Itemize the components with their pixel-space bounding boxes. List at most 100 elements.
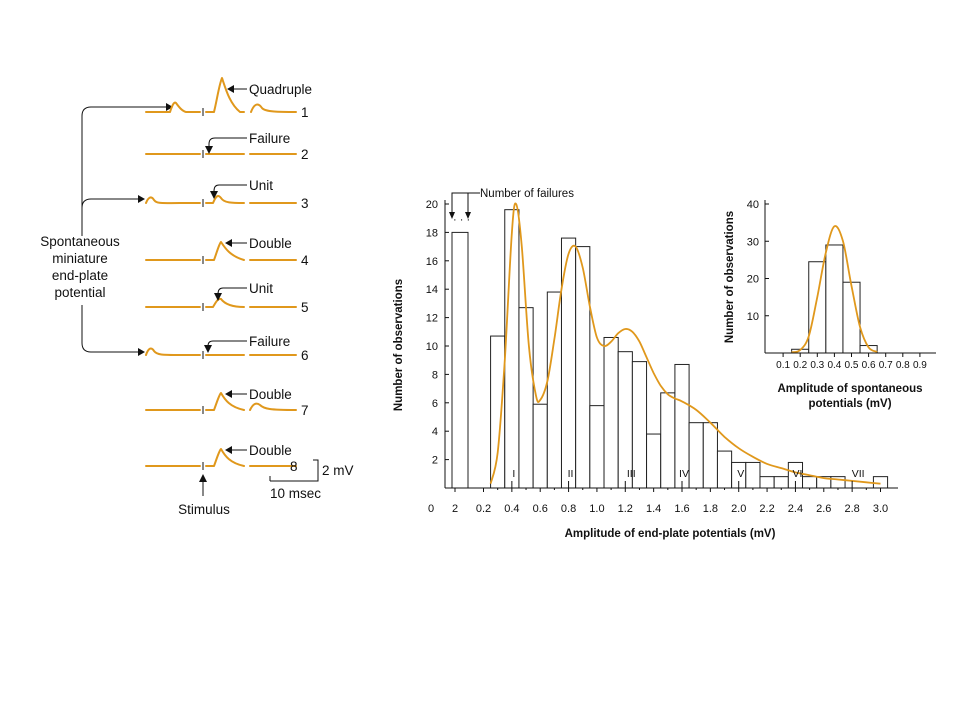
y-tick-label: 20 — [426, 199, 438, 211]
trace-row: Failure 2 — [145, 131, 309, 162]
peak-label: I — [512, 468, 515, 480]
arrowhead-icon — [225, 446, 232, 454]
trace-row: Double 8 — [145, 443, 298, 474]
inset-x-tick-label: 0.4 — [827, 360, 841, 371]
inset-y-tick-label: 20 — [747, 274, 759, 286]
y-tick-label: 10 — [426, 341, 438, 353]
trace-row: Quadruple 1 — [145, 77, 312, 120]
trace-row: Double 4 — [145, 236, 309, 268]
arrowhead-icon — [210, 191, 218, 199]
inset-x-axis-label: Amplitude of spontaneous — [777, 383, 922, 395]
histogram-bar — [702, 422, 718, 489]
x-tick-label: 2.4 — [788, 503, 803, 515]
event-label: Quadruple — [249, 82, 312, 97]
row-number: 5 — [301, 300, 309, 315]
arrowhead-icon — [166, 103, 173, 111]
inset-histogram: 10 20 30 40 0.1 0.2 0.3 0.4 0.5 0.6 0.7 0.8 0.9 Numb… — [724, 199, 936, 410]
histogram-bar — [589, 405, 605, 489]
histogram-bar — [802, 476, 818, 489]
arrowhead-icon — [227, 85, 234, 93]
inset-x-tick-label: 0.6 — [862, 360, 876, 371]
x-tick-label: 3.0 — [873, 503, 888, 515]
bracket-label-line: miniature — [52, 251, 108, 266]
inset-x-tick-label: 0.8 — [896, 360, 910, 371]
main-y-axis-label: Number of observations — [393, 279, 405, 411]
inset-x-tick-label: 0.9 — [913, 360, 927, 371]
inset-x-tick-label: 0.2 — [793, 360, 807, 371]
row-number: 3 — [301, 196, 309, 211]
failures-bracket — [451, 192, 480, 212]
histogram-bar — [518, 307, 534, 489]
histogram-bar — [532, 403, 548, 489]
trace-row: Double 7 — [145, 387, 309, 418]
arrowhead-icon — [214, 293, 222, 301]
trace-signal — [145, 241, 297, 261]
scale-voltage-label: 2 mV — [322, 463, 354, 478]
arrowhead-icon — [449, 212, 455, 219]
event-label: Unit — [249, 281, 273, 296]
y-tick-label: 8 — [432, 369, 438, 381]
bracket-line — [81, 106, 172, 353]
inset-x-tick-label: 0.5 — [845, 360, 859, 371]
x-tick-label: 2.2 — [759, 503, 774, 515]
inset-y-tick-label: 30 — [747, 236, 759, 248]
label-pointer — [217, 287, 247, 297]
row-number: 4 — [301, 253, 309, 268]
bracket-label-line: end-plate — [52, 268, 108, 283]
event-label: Double — [249, 387, 292, 402]
row-number: 1 — [301, 105, 309, 120]
inset-axes: 10 20 30 40 0.1 0.2 0.3 0.4 0.5 0.6 0.7 0.8 0.9 — [747, 199, 936, 371]
event-label: Double — [249, 443, 292, 458]
histogram-bar — [872, 476, 889, 489]
trace-signal — [145, 194, 297, 205]
row-number: 7 — [301, 403, 309, 418]
main-axes: 2 4 6 8 10 12 14 16 18 20 0 2 0.2 0.4 0.6 0.8 1.0 1.2 1.4 1… — [426, 199, 898, 515]
inset-fit-curve — [791, 225, 878, 354]
histogram-bar — [745, 461, 761, 489]
trace-signal — [145, 77, 297, 113]
label-pointer — [213, 184, 247, 195]
inset-x-tick-label: 0.7 — [879, 360, 893, 371]
peak-label: VI — [792, 468, 802, 480]
row-number: 2 — [301, 147, 309, 162]
peak-labels: I II III IV V VI VII — [511, 468, 865, 488]
x-tick-label: 1.4 — [646, 503, 661, 515]
histogram-bar — [546, 291, 562, 489]
x-tick-label: 2.0 — [731, 503, 746, 515]
main-histogram: 2 4 6 8 10 12 14 16 18 20 0 2 0.2 0.4 0.6 0.8 1.0 1.2 1.4 1… — [393, 188, 898, 540]
y-tick-label: 18 — [426, 227, 438, 239]
histogram-bar — [716, 450, 733, 489]
histogram-bar — [504, 209, 520, 489]
inset-bars — [791, 244, 878, 354]
inset-histogram-bar — [825, 244, 844, 354]
x-tick-label: 0.4 — [504, 503, 519, 515]
x-tick-label: 1.8 — [703, 503, 718, 515]
x-tick-label: 2.6 — [816, 503, 831, 515]
inset-x-tick-label: 0.1 — [776, 360, 790, 371]
y-tick-label: 4 — [432, 426, 438, 438]
histogram-bar — [575, 246, 591, 489]
label-pointer — [207, 340, 247, 349]
x-tick-label: 0.2 — [476, 503, 491, 515]
main-x-axis-label: Amplitude of end-plate potentials (mV) — [565, 528, 776, 540]
stimulus-label: Stimulus — [178, 502, 230, 517]
failures-dots: · · · — [453, 214, 470, 226]
trace-row: Failure 6 — [145, 334, 309, 363]
inset-y-axis-label: Number of observations — [724, 211, 736, 343]
arrowhead-icon — [465, 212, 471, 219]
arrowhead-icon — [204, 345, 212, 353]
row-number: 8 — [290, 459, 298, 474]
arrowhead-icon — [199, 474, 207, 482]
trace-row: Unit 3 — [145, 178, 309, 211]
trace-row: Unit 5 — [145, 281, 309, 315]
row-number: 6 — [301, 348, 309, 363]
y-tick-label: 6 — [432, 398, 438, 410]
x-tick-label: 1.0 — [589, 503, 604, 515]
histogram-bar — [773, 476, 789, 489]
peak-label: VII — [852, 468, 865, 480]
event-label: Double — [249, 236, 292, 251]
event-label: Failure — [249, 131, 290, 146]
event-label: Unit — [249, 178, 273, 193]
bracket-label-line: Spontaneous — [40, 234, 120, 249]
failures-annotation: Number of failures — [480, 188, 574, 200]
